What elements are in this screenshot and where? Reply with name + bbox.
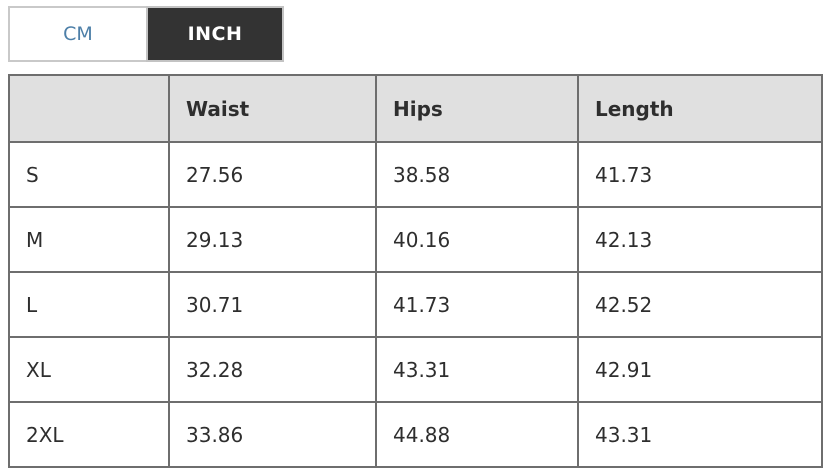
waist-value: 33.86: [168, 401, 377, 468]
table-row: XL 32.28 43.31 42.91: [8, 336, 823, 403]
size-chart-table: Waist Hips Length S 27.56 38.58 41.73 M …: [8, 74, 823, 468]
waist-value: 32.28: [168, 336, 377, 403]
header-cell-waist: Waist: [168, 74, 377, 143]
length-value: 42.13: [577, 206, 823, 273]
hips-value: 44.88: [375, 401, 579, 468]
hips-value: 43.31: [375, 336, 579, 403]
hips-value: 41.73: [375, 271, 579, 338]
size-label: XL: [8, 336, 170, 403]
table-row: 2XL 33.86 44.88 43.31: [8, 401, 823, 468]
table-row: L 30.71 41.73 42.52: [8, 271, 823, 338]
table-row: S 27.56 38.58 41.73: [8, 141, 823, 208]
waist-value: 27.56: [168, 141, 377, 208]
waist-value: 29.13: [168, 206, 377, 273]
size-label: M: [8, 206, 170, 273]
unit-toggle: CM INCH: [8, 6, 821, 62]
hips-value: 40.16: [375, 206, 579, 273]
table-header-row: Waist Hips Length: [8, 74, 823, 143]
header-cell-size: [8, 74, 170, 143]
hips-value: 38.58: [375, 141, 579, 208]
header-cell-hips: Hips: [375, 74, 579, 143]
length-value: 41.73: [577, 141, 823, 208]
inch-tab-button[interactable]: INCH: [146, 6, 284, 62]
size-label: 2XL: [8, 401, 170, 468]
table-row: M 29.13 40.16 42.13: [8, 206, 823, 273]
length-value: 43.31: [577, 401, 823, 468]
size-label: L: [8, 271, 170, 338]
cm-tab-button[interactable]: CM: [8, 6, 146, 62]
length-value: 42.91: [577, 336, 823, 403]
waist-value: 30.71: [168, 271, 377, 338]
size-label: S: [8, 141, 170, 208]
header-cell-length: Length: [577, 74, 823, 143]
length-value: 42.52: [577, 271, 823, 338]
